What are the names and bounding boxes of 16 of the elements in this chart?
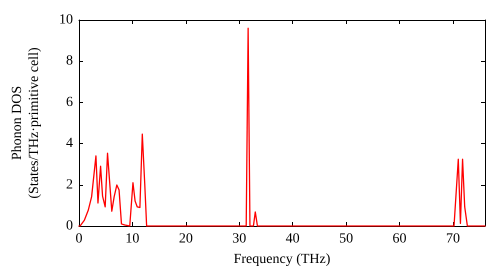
x-tick-label: 10	[125, 232, 140, 246]
x-tick-label: 30	[232, 232, 246, 246]
y-tick-label: 10	[59, 12, 73, 28]
x-axis-title: Frequency (THz)	[234, 252, 331, 267]
y-tick-label: 8	[66, 54, 73, 69]
x-tick-label: 40	[286, 232, 300, 246]
y-tick-label: 0	[66, 218, 73, 234]
y-tick-label: 2	[66, 177, 73, 192]
y-axis-title: Phonon DOS (States/THz·primitive cell)	[10, 47, 42, 199]
y-tick-label: 4	[66, 136, 73, 152]
y-tick-label: 6	[66, 94, 73, 110]
x-tick-label: 0	[76, 232, 82, 246]
x-tick-label: 70	[446, 232, 460, 246]
x-tick-label: 20	[178, 232, 193, 246]
x-tick-label: 60	[392, 232, 407, 246]
x-tick-label: 50	[339, 232, 354, 246]
